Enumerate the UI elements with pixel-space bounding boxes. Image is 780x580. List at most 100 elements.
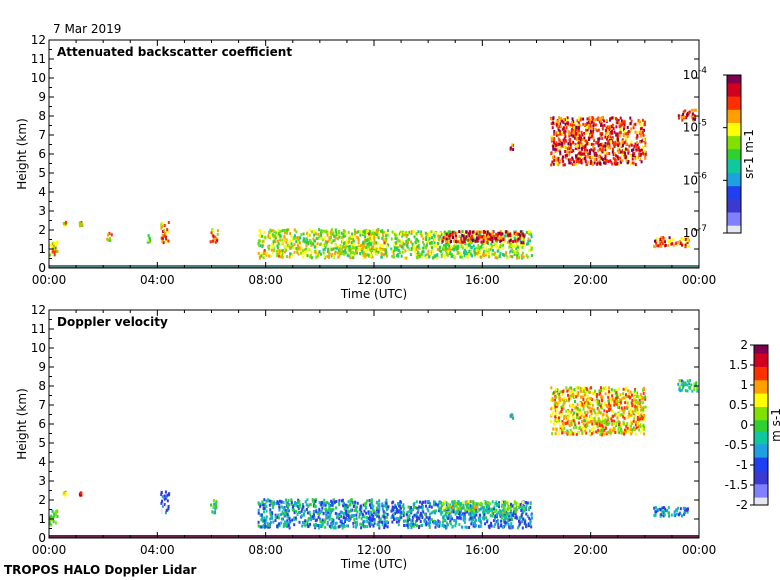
data-cell [166, 493, 169, 497]
data-cell [403, 242, 406, 246]
data-cell [576, 136, 579, 140]
data-cell [399, 501, 402, 505]
data-cell [350, 241, 353, 245]
data-cell [619, 413, 622, 417]
data-cell [277, 516, 280, 520]
data-cell [276, 253, 279, 256]
colorbar-segment [727, 82, 741, 87]
data-cell [580, 395, 583, 399]
data-cell [510, 512, 513, 516]
data-cell [570, 150, 573, 153]
data-cell [526, 501, 529, 505]
data-cell [322, 243, 325, 247]
data-cell [619, 150, 622, 154]
data-cell [573, 160, 576, 164]
data-cell [624, 152, 627, 155]
data-cell [390, 237, 393, 241]
data-cell [630, 127, 633, 131]
data-cell [456, 252, 459, 256]
data-cell [259, 513, 262, 517]
data-cell [363, 509, 366, 513]
data-cell [167, 507, 170, 511]
data-cell [506, 230, 509, 234]
data-cell [393, 506, 396, 510]
data-cell [361, 515, 364, 518]
data-cell [262, 524, 265, 527]
data-cell [552, 162, 555, 166]
data-cell [268, 503, 271, 507]
data-cell [432, 233, 435, 237]
data-cell [520, 232, 523, 236]
data-cell [324, 240, 327, 243]
data-cell [632, 419, 635, 423]
data-cell [604, 151, 606, 155]
data-cell [522, 505, 525, 509]
data-cell [49, 243, 52, 247]
data-cell [291, 518, 294, 522]
data-cell [163, 229, 166, 233]
data-cell [329, 514, 332, 518]
x-tick-label: 00:00 [682, 543, 717, 557]
data-cell [558, 394, 561, 398]
data-cell [459, 505, 462, 509]
data-cell [598, 424, 601, 428]
data-cell [160, 508, 163, 512]
data-cell [160, 511, 163, 514]
data-cell [356, 520, 359, 524]
data-cell [601, 426, 604, 430]
data-cell [500, 510, 503, 513]
data-cell [611, 129, 613, 133]
data-cell [564, 129, 567, 133]
data-cell [477, 231, 480, 235]
data-cell [166, 228, 169, 232]
data-cell [472, 515, 475, 519]
data-cell [552, 116, 555, 120]
data-cell [578, 123, 581, 127]
data-cell [259, 234, 262, 237]
data-cell [631, 399, 634, 402]
data-cell [468, 234, 471, 237]
data-cell [398, 517, 401, 521]
data-cell [615, 388, 618, 392]
data-cell [511, 250, 514, 254]
data-cell [297, 498, 300, 502]
data-cell [623, 128, 625, 132]
data-cell [575, 126, 578, 130]
data-cell [64, 493, 67, 497]
data-cell [258, 525, 261, 529]
data-cell [411, 508, 414, 512]
data-cell [579, 160, 582, 164]
data-cell [387, 505, 390, 509]
data-cell [279, 255, 282, 259]
data-cell [418, 246, 421, 250]
data-cell [603, 119, 605, 123]
data-cell [630, 432, 633, 436]
data-cell [276, 234, 279, 238]
data-cell [577, 386, 580, 390]
data-cell [525, 504, 528, 508]
data-cell [608, 430, 610, 434]
data-cell [683, 115, 686, 119]
data-cell [277, 242, 280, 246]
data-cell [603, 123, 606, 127]
data-cell [498, 505, 501, 509]
data-cell [271, 251, 274, 255]
data-cell [567, 388, 570, 392]
data-cell [392, 515, 395, 519]
data-cell [474, 251, 477, 255]
data-cell [581, 431, 584, 435]
data-cell [635, 432, 637, 436]
data-cell [452, 502, 454, 506]
data-cell [559, 132, 562, 136]
data-cell [261, 516, 264, 520]
data-cell [578, 134, 581, 138]
data-cell [598, 389, 601, 393]
data-cell [490, 235, 493, 239]
data-cell [385, 501, 388, 505]
data-cell [556, 402, 559, 406]
data-cell [303, 523, 306, 526]
data-cell [421, 505, 424, 509]
data-cell [299, 503, 301, 507]
data-cell [553, 142, 556, 146]
data-cell [564, 132, 567, 136]
